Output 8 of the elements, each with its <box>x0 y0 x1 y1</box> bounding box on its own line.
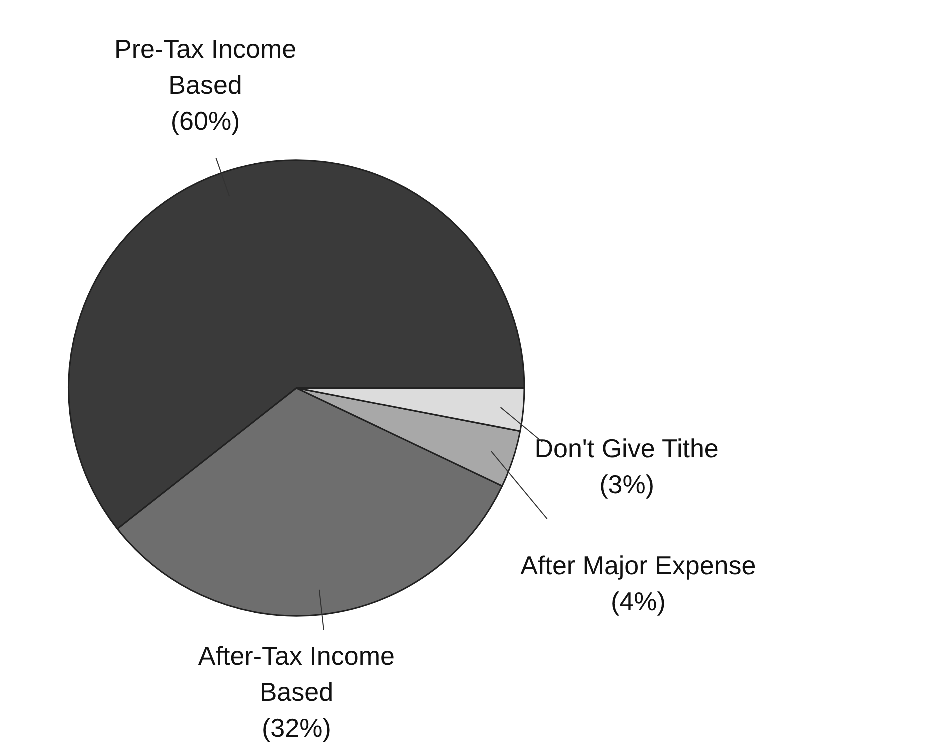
data-label: (3%) <box>600 469 654 500</box>
data-label: (4%) <box>610 586 666 617</box>
slice-label: Pre-Tax Income Based <box>114 34 297 100</box>
slice-label: Don't Give Tithe <box>534 433 719 464</box>
data-label: (60%) <box>170 106 240 136</box>
slice-label: After-Tax Income Based <box>198 640 395 707</box>
slice-label: After Major Expense <box>520 550 756 581</box>
data-label: (32%) <box>262 712 332 743</box>
